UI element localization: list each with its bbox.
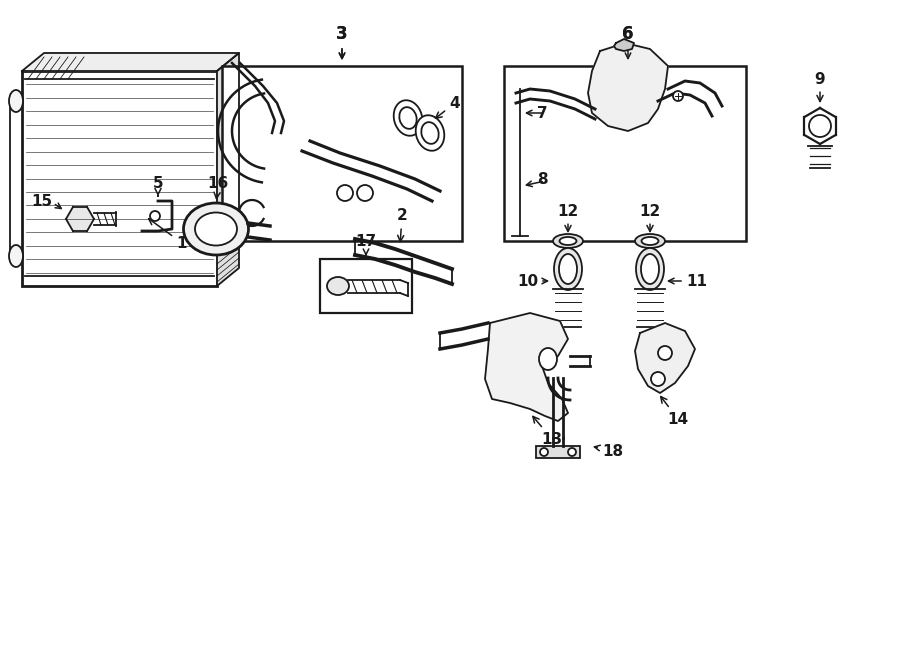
- Ellipse shape: [9, 245, 23, 267]
- Text: 13: 13: [533, 416, 562, 446]
- Ellipse shape: [539, 348, 557, 370]
- Circle shape: [658, 346, 672, 360]
- Circle shape: [540, 448, 548, 456]
- Ellipse shape: [421, 122, 438, 144]
- Ellipse shape: [393, 100, 422, 136]
- Ellipse shape: [184, 203, 248, 255]
- Text: 1: 1: [148, 219, 187, 251]
- Circle shape: [337, 185, 353, 201]
- Ellipse shape: [554, 248, 582, 290]
- Circle shape: [673, 91, 683, 101]
- Circle shape: [150, 211, 160, 221]
- Ellipse shape: [416, 115, 445, 151]
- Ellipse shape: [559, 254, 577, 284]
- Circle shape: [568, 448, 576, 456]
- Text: 14: 14: [661, 397, 688, 426]
- Bar: [22, 71, 217, 286]
- Circle shape: [809, 115, 831, 137]
- Ellipse shape: [641, 254, 659, 284]
- Text: 18: 18: [602, 444, 623, 459]
- Text: 9: 9: [814, 71, 825, 102]
- Polygon shape: [217, 53, 239, 286]
- Ellipse shape: [553, 234, 583, 248]
- Ellipse shape: [560, 237, 577, 245]
- Bar: [320, 259, 412, 313]
- Circle shape: [357, 185, 373, 201]
- Bar: [536, 446, 580, 458]
- Polygon shape: [635, 323, 695, 393]
- Text: 12: 12: [557, 204, 579, 231]
- Ellipse shape: [642, 237, 659, 245]
- Text: 15: 15: [31, 194, 52, 208]
- Text: 11: 11: [686, 274, 707, 288]
- Text: 12: 12: [639, 204, 661, 231]
- Text: 2: 2: [397, 208, 408, 241]
- Text: 3: 3: [337, 25, 347, 43]
- Text: 8: 8: [537, 171, 548, 186]
- Polygon shape: [614, 39, 634, 51]
- Text: 5: 5: [153, 176, 163, 196]
- Text: 10: 10: [517, 274, 538, 288]
- Text: 6: 6: [622, 25, 634, 43]
- Polygon shape: [588, 43, 668, 131]
- Bar: [504, 66, 746, 241]
- Ellipse shape: [400, 107, 417, 129]
- Text: 6: 6: [622, 25, 634, 43]
- Ellipse shape: [327, 277, 349, 295]
- Text: 3: 3: [337, 25, 347, 43]
- Text: 4: 4: [436, 95, 460, 118]
- Circle shape: [651, 372, 665, 386]
- Ellipse shape: [636, 248, 664, 290]
- Ellipse shape: [195, 212, 237, 245]
- Polygon shape: [66, 207, 94, 231]
- Ellipse shape: [9, 90, 23, 112]
- Text: 7: 7: [537, 106, 548, 120]
- Polygon shape: [22, 53, 239, 71]
- Text: 17: 17: [356, 234, 376, 249]
- Polygon shape: [485, 313, 568, 421]
- Bar: [222, 66, 462, 241]
- Ellipse shape: [635, 234, 665, 248]
- Text: 16: 16: [207, 176, 229, 198]
